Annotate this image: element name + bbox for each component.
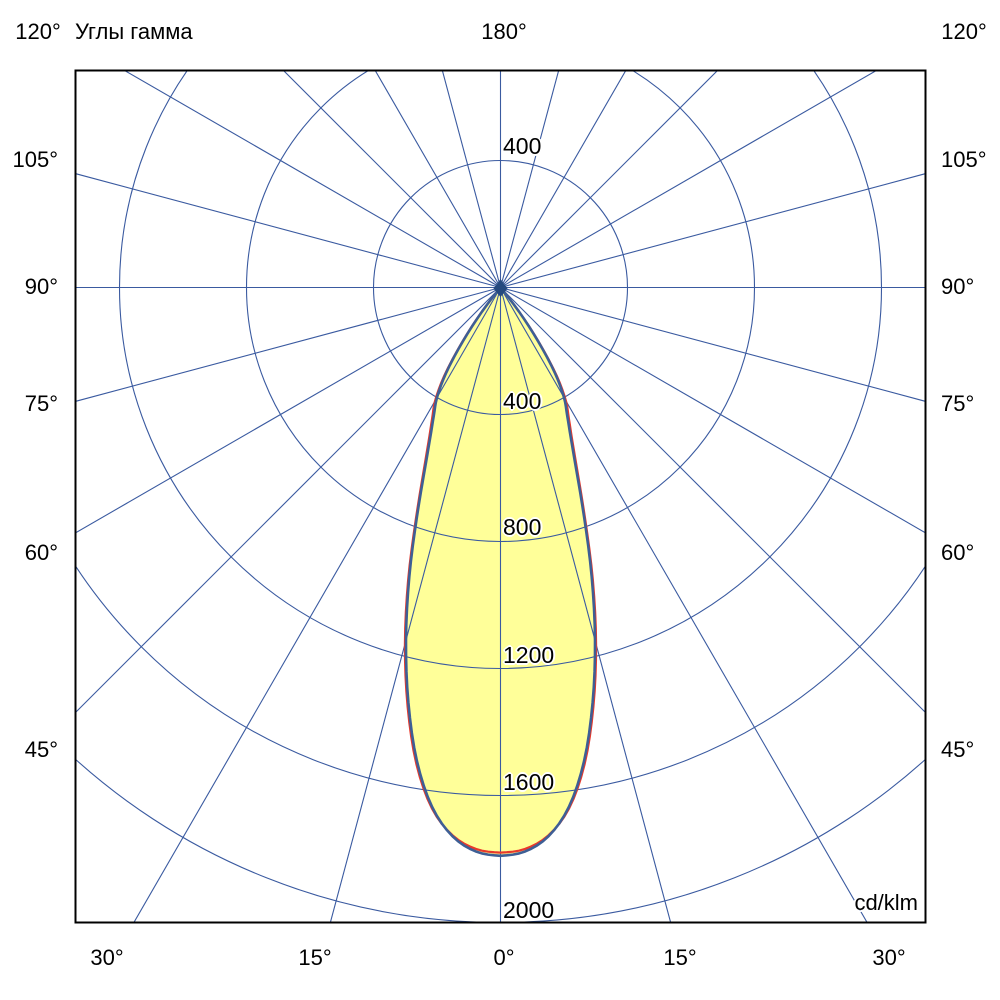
angle-label-0-bottom: 0°	[493, 945, 515, 970]
angle-label-120-top-left: 120°	[15, 19, 61, 44]
grid-radial-line	[75, 287, 501, 534]
plot-border	[74, 69, 927, 924]
angle-label-90-left: 90°	[24, 274, 58, 299]
grid-radial-line	[441, 70, 502, 288]
radial-tick-2000: 2000	[503, 897, 555, 923]
angle-label-15-bottom-right: 15°	[663, 945, 697, 970]
grid-radial-line	[499, 287, 672, 923]
polar-center-marker	[493, 279, 508, 297]
angle-label-180-top: 180°	[481, 19, 527, 44]
grid-radial-line	[133, 287, 501, 923]
radial-tick-1200: 1200	[503, 642, 555, 668]
angle-label-120-top-right: 120°	[941, 19, 987, 44]
intensity-curve-c90-c270	[404, 286, 597, 858]
grid-radial-line	[282, 70, 501, 288]
radial-tick-800: 800	[503, 514, 542, 540]
grid-radial-line	[75, 286, 501, 402]
angle-label-90-right: 90°	[941, 274, 975, 299]
grid-radial-line	[329, 287, 502, 923]
angle-label-75-left: 75°	[24, 391, 58, 416]
angle-label-60-right: 60°	[941, 540, 975, 565]
grid-radial-line	[499, 70, 560, 288]
grid-radial-line	[75, 287, 501, 714]
chart-title: Углы гамма	[75, 19, 193, 44]
grid-radial-line	[500, 70, 878, 288]
unit-label: cd/klm	[854, 890, 918, 915]
radial-tick-400-bottom: 400	[503, 388, 542, 414]
grid-radial-line	[500, 173, 926, 289]
radial-tick-1600: 1600	[503, 769, 555, 795]
angle-label-30-bottom-right: 30°	[872, 945, 906, 970]
grid-radial-line	[374, 70, 501, 288]
angle-label-15-bottom-left: 15°	[298, 945, 332, 970]
angle-label-60-left: 60°	[24, 540, 58, 565]
grid-radial-line	[500, 287, 926, 534]
grid-radial-line	[500, 70, 719, 288]
grid-radial-line	[75, 173, 501, 289]
angle-label-105-left: 105°	[12, 147, 58, 172]
angle-label-75-right: 75°	[941, 391, 975, 416]
angle-label-45-left: 45°	[24, 737, 58, 762]
angle-label-105-right: 105°	[941, 147, 987, 172]
radial-tick-400-top: 400	[503, 133, 542, 159]
angle-label-30-bottom-left: 30°	[90, 945, 124, 970]
grid-radial-line	[500, 286, 926, 402]
grid-radial-line	[123, 70, 501, 288]
grid-radial-line	[500, 70, 627, 288]
grid-radial-line	[500, 287, 926, 714]
angle-label-45-right: 45°	[941, 737, 975, 762]
grid-radial-line	[500, 287, 868, 923]
